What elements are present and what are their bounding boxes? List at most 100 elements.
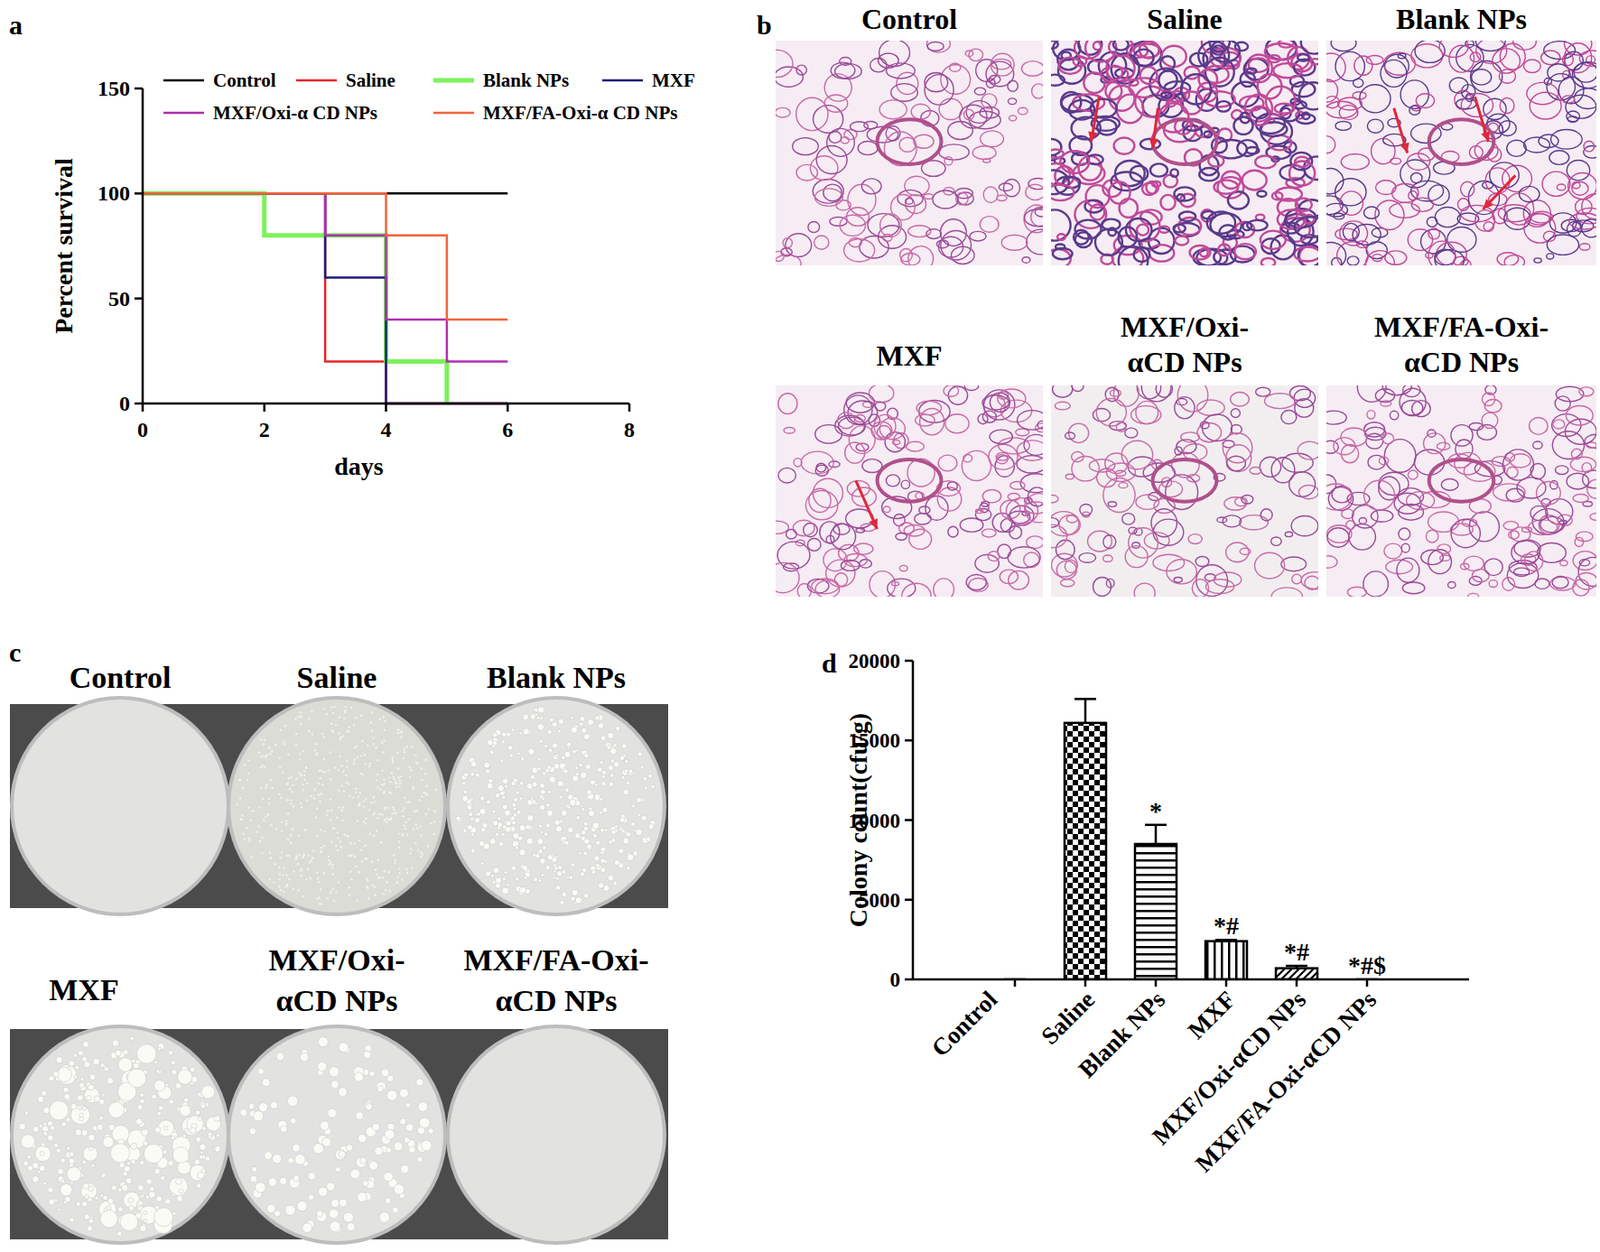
tissue-texture — [924, 74, 954, 105]
bacterial-lawn — [402, 824, 405, 827]
colony — [565, 788, 570, 793]
bacterial-lawn — [390, 812, 393, 815]
bacterial-lawn — [261, 798, 264, 800]
tissue-texture — [1065, 474, 1074, 480]
tissue-texture — [968, 48, 984, 61]
tissue-texture — [1108, 181, 1130, 204]
y-tick-label: 0 — [119, 391, 131, 416]
colony — [516, 752, 521, 756]
colony — [485, 871, 492, 877]
bacterial-lawn — [354, 865, 357, 867]
bacterial-lawn — [294, 717, 297, 720]
tissue-texture — [1248, 57, 1269, 73]
tissue-texture — [1176, 439, 1197, 455]
image-title: MXF/FA-Oxi- — [1374, 310, 1549, 344]
bacterial-lawn — [317, 782, 320, 785]
colony — [625, 781, 630, 785]
tissue-texture — [1376, 180, 1396, 196]
colony — [583, 851, 588, 856]
bacterial-lawn — [402, 757, 405, 760]
tissue-texture — [830, 523, 856, 549]
tissue-texture — [1122, 513, 1135, 526]
tissue-texture — [1565, 94, 1597, 119]
tissue-texture — [1382, 385, 1412, 396]
tissue-texture — [1140, 139, 1161, 150]
colony — [623, 789, 630, 796]
tissue-texture — [814, 235, 829, 250]
tissue-texture — [1506, 562, 1538, 588]
bacterial-lawn — [299, 774, 302, 777]
bacterial-lawn — [310, 795, 313, 798]
bacterial-lawn — [338, 738, 341, 741]
colony — [502, 887, 510, 895]
tissue-texture — [1234, 243, 1256, 260]
bacterial-lawn — [301, 750, 304, 753]
bacterial-lawn — [248, 837, 251, 839]
tissue-texture — [1024, 493, 1043, 523]
bacterial-lawn — [288, 855, 290, 857]
tissue-texture — [1281, 409, 1297, 424]
image-bg — [1326, 385, 1597, 597]
tissue-texture — [1390, 158, 1402, 165]
colony — [537, 838, 544, 846]
bacterial-lawn — [329, 751, 332, 754]
colony — [543, 832, 549, 838]
colony — [558, 718, 564, 725]
tissue-texture — [1007, 98, 1016, 105]
arrow-head — [1149, 138, 1159, 149]
tissue-texture — [855, 528, 865, 533]
tissue-texture — [1437, 544, 1452, 554]
colony — [601, 770, 606, 775]
bacterial-lawn — [303, 774, 306, 777]
tissue-texture — [1326, 410, 1347, 425]
tissue-texture — [1583, 140, 1595, 152]
bacterial-lawn — [401, 810, 404, 813]
bacterial-lawn — [420, 767, 423, 770]
tissue-texture — [1407, 470, 1418, 480]
bacterial-lawn — [288, 788, 291, 791]
tissue-texture — [1590, 513, 1597, 521]
bacterial-lawn — [422, 791, 425, 794]
bacterial-lawn — [279, 856, 281, 859]
tissue-texture — [1326, 79, 1339, 103]
bacterial-lawn — [326, 809, 329, 812]
tissue-texture — [972, 146, 996, 160]
colony — [600, 846, 606, 853]
tissue-texture — [919, 506, 931, 514]
bacterial-lawn — [420, 795, 423, 798]
tissue-texture — [905, 441, 924, 452]
tissue-texture — [824, 94, 848, 112]
tissue-texture — [1485, 167, 1510, 194]
colony — [468, 812, 474, 818]
bacterial-lawn — [316, 807, 318, 810]
tissue-texture — [1536, 481, 1562, 504]
tissue-texture — [1471, 569, 1489, 583]
tissue-texture — [834, 573, 847, 587]
colony — [495, 877, 503, 884]
tissue-texture — [1271, 537, 1282, 546]
tissue-texture — [981, 529, 996, 538]
bacterial-lawn — [329, 778, 332, 781]
tissue-texture — [1293, 247, 1319, 262]
colony — [546, 809, 553, 817]
bacterial-lawn — [409, 766, 411, 769]
bacterial-lawn — [292, 888, 295, 891]
tissue-texture — [1241, 495, 1254, 504]
bacterial-lawn — [300, 806, 303, 809]
tissue-texture — [1530, 211, 1554, 224]
bacterial-lawn — [329, 861, 332, 864]
bacterial-lawn — [268, 802, 270, 805]
colony — [622, 744, 627, 749]
tissue-texture — [1502, 449, 1534, 481]
tissue-texture — [1051, 139, 1061, 156]
tissue-texture — [1016, 440, 1043, 461]
colony — [602, 774, 606, 779]
colony — [483, 762, 491, 769]
tissue-texture — [1471, 69, 1492, 85]
tissue-texture — [1378, 456, 1388, 466]
tissue-texture — [989, 429, 1013, 445]
bacterial-lawn — [332, 731, 335, 734]
bacterial-lawn — [397, 728, 400, 731]
colony — [515, 846, 520, 850]
colony — [598, 883, 605, 889]
